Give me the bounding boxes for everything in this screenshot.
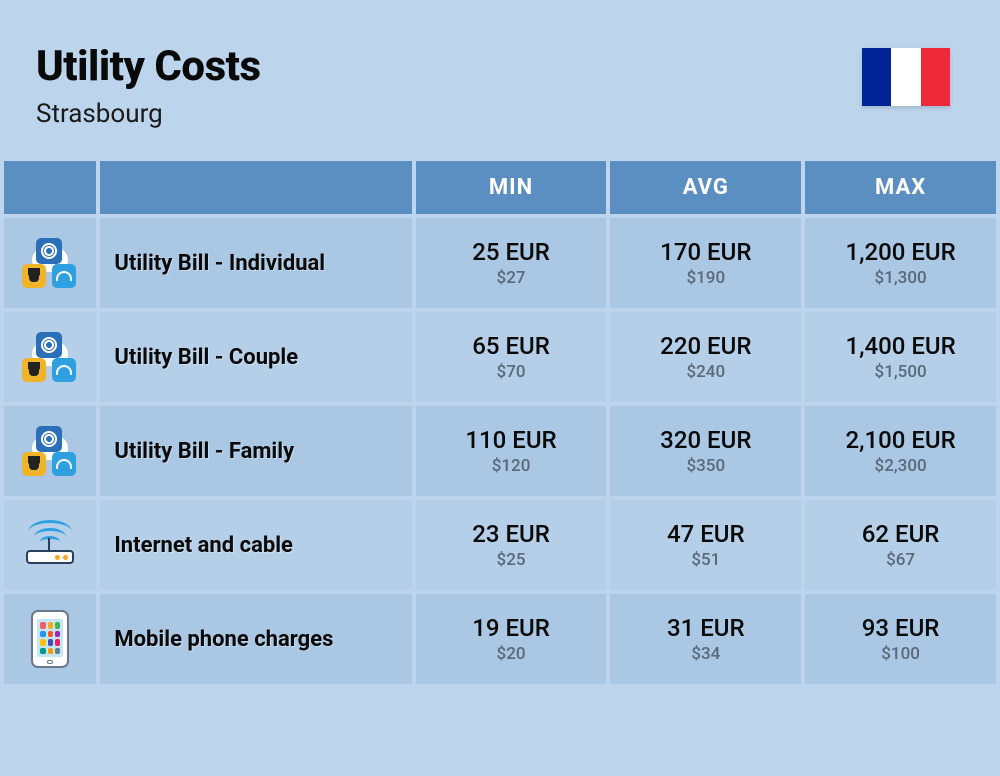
min-usd: $120	[428, 456, 595, 476]
router-icon	[22, 520, 78, 570]
max-eur: 1,200 EUR	[817, 238, 984, 266]
avg-usd: $34	[622, 644, 789, 664]
min-eur: 19 EUR	[428, 614, 595, 642]
utility-icon	[22, 332, 78, 382]
max-eur: 93 EUR	[817, 614, 984, 642]
min-eur: 65 EUR	[428, 332, 595, 360]
col-max: MAX	[805, 161, 996, 214]
row-min: 23 EUR$25	[416, 500, 607, 590]
max-eur: 62 EUR	[817, 520, 984, 548]
row-min: 19 EUR$20	[416, 594, 607, 684]
row-avg: 31 EUR$34	[610, 594, 801, 684]
min-eur: 110 EUR	[428, 426, 595, 454]
avg-eur: 220 EUR	[622, 332, 789, 360]
infographic-container: Utility Costs Strasbourg MIN AVG MAX Uti…	[0, 0, 1000, 776]
avg-usd: $240	[622, 362, 789, 382]
row-label: Utility Bill - Couple	[100, 312, 411, 402]
utility-icon	[22, 426, 78, 476]
table-header-row: MIN AVG MAX	[4, 161, 996, 214]
min-usd: $25	[428, 550, 595, 570]
flag-stripe-red	[921, 48, 950, 106]
avg-eur: 170 EUR	[622, 238, 789, 266]
row-label: Utility Bill - Individual	[100, 218, 411, 308]
page-subtitle: Strasbourg	[36, 99, 261, 129]
row-avg: 320 EUR$350	[610, 406, 801, 496]
max-usd: $2,300	[817, 456, 984, 476]
avg-usd: $51	[622, 550, 789, 570]
utility-icon	[22, 238, 78, 288]
header-blank-label	[100, 161, 411, 214]
row-icon-cell	[4, 218, 96, 308]
row-max: 93 EUR$100	[805, 594, 996, 684]
max-eur: 2,100 EUR	[817, 426, 984, 454]
table-row: Utility Bill - Family110 EUR$120320 EUR$…	[4, 406, 996, 496]
row-label: Internet and cable	[100, 500, 411, 590]
max-usd: $67	[817, 550, 984, 570]
phone-icon	[31, 610, 69, 668]
header-blank-icon	[4, 161, 96, 214]
row-max: 1,200 EUR$1,300	[805, 218, 996, 308]
row-icon-cell	[4, 594, 96, 684]
row-min: 65 EUR$70	[416, 312, 607, 402]
row-icon-cell	[4, 312, 96, 402]
table-row: Utility Bill - Couple65 EUR$70220 EUR$24…	[4, 312, 996, 402]
avg-usd: $190	[622, 268, 789, 288]
col-avg: AVG	[610, 161, 801, 214]
row-icon-cell	[4, 406, 96, 496]
avg-eur: 31 EUR	[622, 614, 789, 642]
flag-stripe-white	[891, 48, 920, 106]
row-max: 62 EUR$67	[805, 500, 996, 590]
min-usd: $20	[428, 644, 595, 664]
table-row: Internet and cable23 EUR$2547 EUR$5162 E…	[4, 500, 996, 590]
max-eur: 1,400 EUR	[817, 332, 984, 360]
row-max: 2,100 EUR$2,300	[805, 406, 996, 496]
avg-usd: $350	[622, 456, 789, 476]
min-usd: $27	[428, 268, 595, 288]
row-min: 25 EUR$27	[416, 218, 607, 308]
row-avg: 47 EUR$51	[610, 500, 801, 590]
max-usd: $100	[817, 644, 984, 664]
min-eur: 25 EUR	[428, 238, 595, 266]
min-eur: 23 EUR	[428, 520, 595, 548]
row-label: Mobile phone charges	[100, 594, 411, 684]
avg-eur: 47 EUR	[622, 520, 789, 548]
page-title: Utility Costs	[36, 42, 261, 91]
table-row: Utility Bill - Individual25 EUR$27170 EU…	[4, 218, 996, 308]
row-avg: 170 EUR$190	[610, 218, 801, 308]
header: Utility Costs Strasbourg	[0, 0, 1000, 157]
min-usd: $70	[428, 362, 595, 382]
title-block: Utility Costs Strasbourg	[36, 42, 261, 129]
flag-stripe-blue	[862, 48, 891, 106]
col-min: MIN	[416, 161, 607, 214]
max-usd: $1,300	[817, 268, 984, 288]
table-row: Mobile phone charges19 EUR$2031 EUR$3493…	[4, 594, 996, 684]
row-avg: 220 EUR$240	[610, 312, 801, 402]
max-usd: $1,500	[817, 362, 984, 382]
france-flag-icon	[862, 48, 950, 106]
table-body: Utility Bill - Individual25 EUR$27170 EU…	[4, 218, 996, 684]
row-label: Utility Bill - Family	[100, 406, 411, 496]
costs-table: MIN AVG MAX Utility Bill - Individual25 …	[0, 157, 1000, 688]
row-max: 1,400 EUR$1,500	[805, 312, 996, 402]
row-min: 110 EUR$120	[416, 406, 607, 496]
row-icon-cell	[4, 500, 96, 590]
avg-eur: 320 EUR	[622, 426, 789, 454]
